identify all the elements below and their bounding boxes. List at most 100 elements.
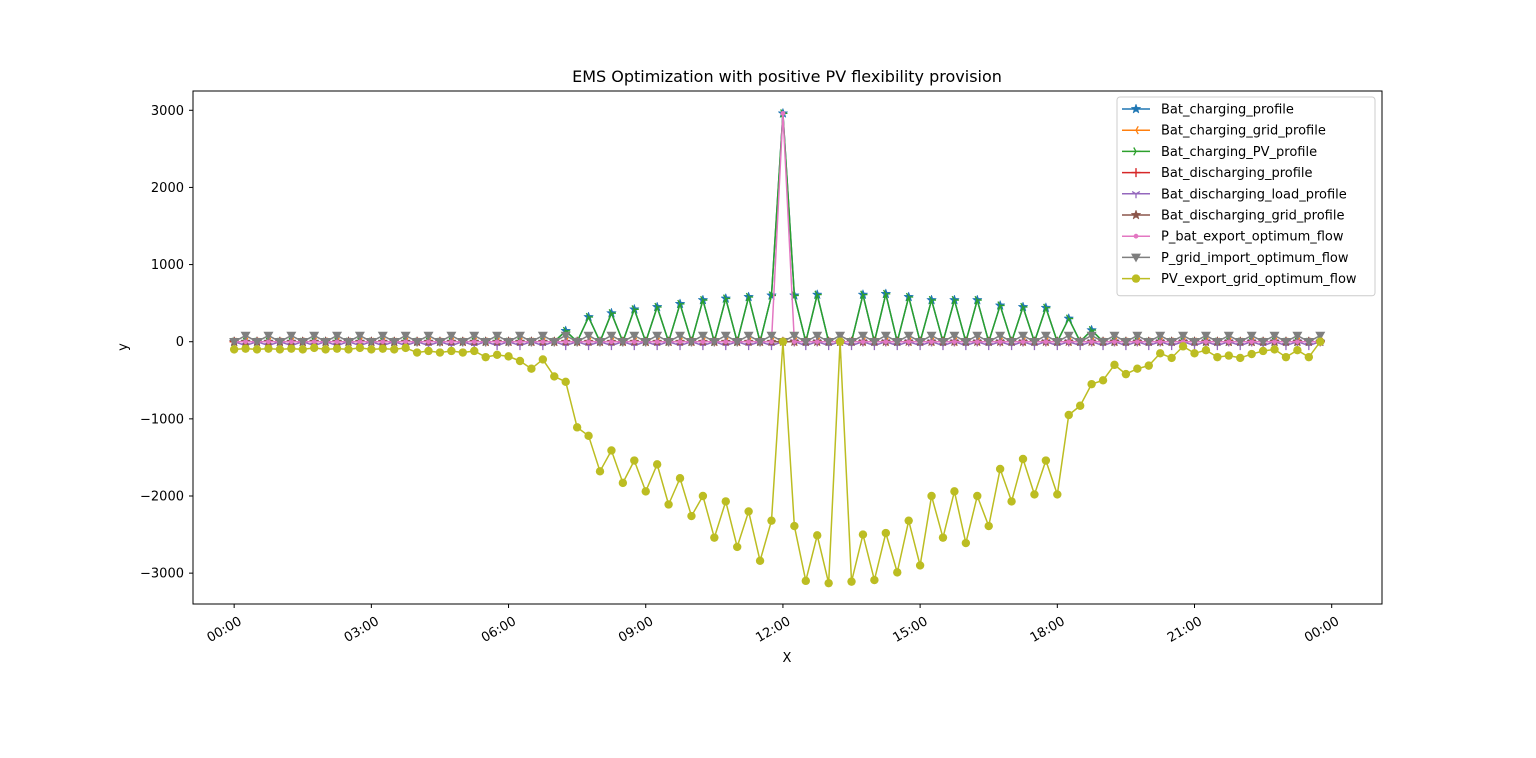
legend-entry-Bat_charging_grid_profile: Bat_charging_grid_profile — [1122, 124, 1326, 139]
legend-marker — [1131, 253, 1141, 263]
data-point-Bat_charging_PV_profile — [722, 294, 731, 303]
legend-label: Bat_discharging_grid_profile — [1161, 209, 1344, 224]
data-point-PV_export_grid_optimum_flow — [241, 344, 250, 353]
data-point-P_bat_export_optimum_flow — [791, 339, 797, 345]
data-point-PV_export_grid_optimum_flow — [561, 377, 570, 387]
data-point-P_grid_import_optimum_flow — [1063, 331, 1074, 341]
data-point-Bat_charging_PV_profile — [677, 299, 685, 309]
data-point-P_grid_import_optimum_flow — [1052, 337, 1063, 347]
data-point-PV_export_grid_optimum_flow — [732, 542, 742, 552]
data-point-P_bat_export_optimum_flow — [563, 339, 569, 345]
data-point-PV_export_grid_optimum_flow — [378, 344, 387, 353]
data-point-Bat_charging_PV_profile — [814, 290, 822, 299]
data-point-P_bat_export_optimum_flow — [780, 110, 786, 116]
data-point-PV_export_grid_optimum_flow — [687, 511, 696, 521]
data-point-P_bat_export_optimum_flow — [1203, 339, 1209, 345]
data-point-P_bat_export_optimum_flow — [448, 339, 454, 345]
data-point-PV_export_grid_optimum_flow — [332, 344, 342, 353]
data-point-P_grid_import_optimum_flow — [366, 337, 377, 347]
legend-entry-P_bat_export_optimum_flow: P_bat_export_optimum_flow — [1122, 230, 1344, 245]
data-point-PV_export_grid_optimum_flow — [824, 578, 833, 588]
data-point-PV_export_grid_optimum_flow — [721, 497, 730, 506]
y-tick-label: −3000 — [140, 567, 184, 582]
data-point-PV_export_grid_optimum_flow — [447, 346, 456, 356]
data-point-PV_export_grid_optimum_flow — [893, 568, 902, 577]
legend-entry-PV_export_grid_optimum_flow: PV_export_grid_optimum_flow — [1122, 272, 1357, 287]
data-point-PV_export_grid_optimum_flow — [1007, 497, 1016, 506]
data-point-Bat_charging_PV_profile — [1065, 314, 1074, 323]
legend-label: Bat_charging_profile — [1161, 103, 1294, 118]
data-point-P_bat_export_optimum_flow — [1294, 339, 1300, 345]
legend-marker — [1131, 125, 1139, 135]
data-point-PV_export_grid_optimum_flow — [1236, 353, 1245, 363]
data-point-P_grid_import_optimum_flow — [720, 331, 731, 341]
data-point-P_grid_import_optimum_flow — [354, 331, 365, 341]
legend-box — [1116, 96, 1376, 297]
data-point-P_grid_import_optimum_flow — [1109, 331, 1120, 341]
legend-marker — [1130, 103, 1142, 114]
data-point-PV_export_grid_optimum_flow — [1224, 351, 1234, 360]
data-point-PV_export_grid_optimum_flow — [298, 345, 307, 354]
data-point-P_grid_import_optimum_flow — [286, 331, 297, 341]
data-point-PV_export_grid_optimum_flow — [424, 346, 433, 356]
data-point-P_grid_import_optimum_flow — [960, 337, 971, 347]
data-point-P_bat_export_optimum_flow — [1157, 339, 1163, 345]
legend-label: Bat_charging_grid_profile — [1161, 124, 1326, 139]
data-point-P_bat_export_optimum_flow — [426, 339, 431, 345]
data-point-P_grid_import_optimum_flow — [857, 331, 868, 341]
data-point-PV_export_grid_optimum_flow — [550, 372, 559, 381]
data-point-Bat_charging_PV_profile — [585, 312, 594, 322]
data-point-PV_export_grid_optimum_flow — [1144, 361, 1153, 370]
y-tick-label: 1000 — [151, 258, 184, 273]
data-point-P_grid_import_optimum_flow — [572, 337, 583, 347]
data-point-P_grid_import_optimum_flow — [400, 331, 411, 341]
data-point-P_bat_export_optimum_flow — [723, 339, 729, 345]
data-point-PV_export_grid_optimum_flow — [595, 467, 605, 476]
data-point-PV_export_grid_optimum_flow — [641, 487, 650, 496]
data-point-PV_export_grid_optimum_flow — [618, 478, 628, 488]
data-point-PV_export_grid_optimum_flow — [607, 446, 616, 455]
data-point-P_bat_export_optimum_flow — [974, 339, 980, 345]
data-point-PV_export_grid_optimum_flow — [1167, 353, 1176, 363]
data-point-PV_export_grid_optimum_flow — [435, 348, 445, 357]
data-point-P_grid_import_optimum_flow — [675, 331, 686, 341]
data-point-PV_export_grid_optimum_flow — [321, 345, 330, 354]
data-point-PV_export_grid_optimum_flow — [664, 500, 673, 509]
data-point-P_bat_export_optimum_flow — [357, 339, 363, 345]
data-point-P_bat_export_optimum_flow — [677, 339, 683, 345]
legend-entry-Bat_charging_profile: Bat_charging_profile — [1122, 103, 1294, 118]
data-point-P_grid_import_optimum_flow — [983, 337, 994, 347]
data-point-PV_export_grid_optimum_flow — [275, 345, 285, 354]
data-point-P_bat_export_optimum_flow — [517, 339, 523, 345]
x-axis-label: X — [783, 651, 792, 666]
data-point-PV_export_grid_optimum_flow — [927, 491, 936, 501]
data-point-PV_export_grid_optimum_flow — [1270, 345, 1279, 354]
data-point-P_bat_export_optimum_flow — [1112, 339, 1117, 345]
data-point-P_bat_export_optimum_flow — [540, 339, 546, 345]
legend: Bat_charging_profile Bat_charging_grid_pr… — [1116, 96, 1376, 297]
data-point-P_grid_import_optimum_flow — [377, 331, 388, 341]
legend-label: Bat_charging_PV_profile — [1161, 145, 1317, 160]
data-point-P_grid_import_optimum_flow — [755, 337, 766, 347]
data-point-P_grid_import_optimum_flow — [1292, 331, 1303, 341]
data-point-P_grid_import_optimum_flow — [835, 331, 846, 341]
legend-marker — [1133, 233, 1139, 239]
data-point-P_grid_import_optimum_flow — [1178, 331, 1189, 341]
data-point-PV_export_grid_optimum_flow — [630, 456, 639, 465]
data-point-P_grid_import_optimum_flow — [880, 331, 891, 341]
data-point-P_grid_import_optimum_flow — [343, 337, 354, 347]
legend-label: Bat_discharging_load_profile — [1161, 187, 1347, 202]
data-point-P_grid_import_optimum_flow — [640, 337, 651, 347]
data-point-PV_export_grid_optimum_flow — [938, 533, 948, 542]
data-point-P_bat_export_optimum_flow — [1226, 339, 1232, 345]
data-point-P_grid_import_optimum_flow — [1143, 337, 1154, 347]
data-point-PV_export_grid_optimum_flow — [755, 556, 765, 565]
data-point-PV_export_grid_optimum_flow — [1201, 346, 1211, 355]
data-point-PV_export_grid_optimum_flow — [287, 344, 296, 353]
plot-area — [228, 107, 1326, 588]
data-point-P_grid_import_optimum_flow — [1098, 337, 1109, 347]
data-point-PV_export_grid_optimum_flow — [252, 345, 262, 354]
data-point-PV_export_grid_optimum_flow — [1156, 349, 1165, 358]
data-point-P_bat_export_optimum_flow — [586, 339, 591, 345]
data-point-PV_export_grid_optimum_flow — [572, 423, 582, 432]
